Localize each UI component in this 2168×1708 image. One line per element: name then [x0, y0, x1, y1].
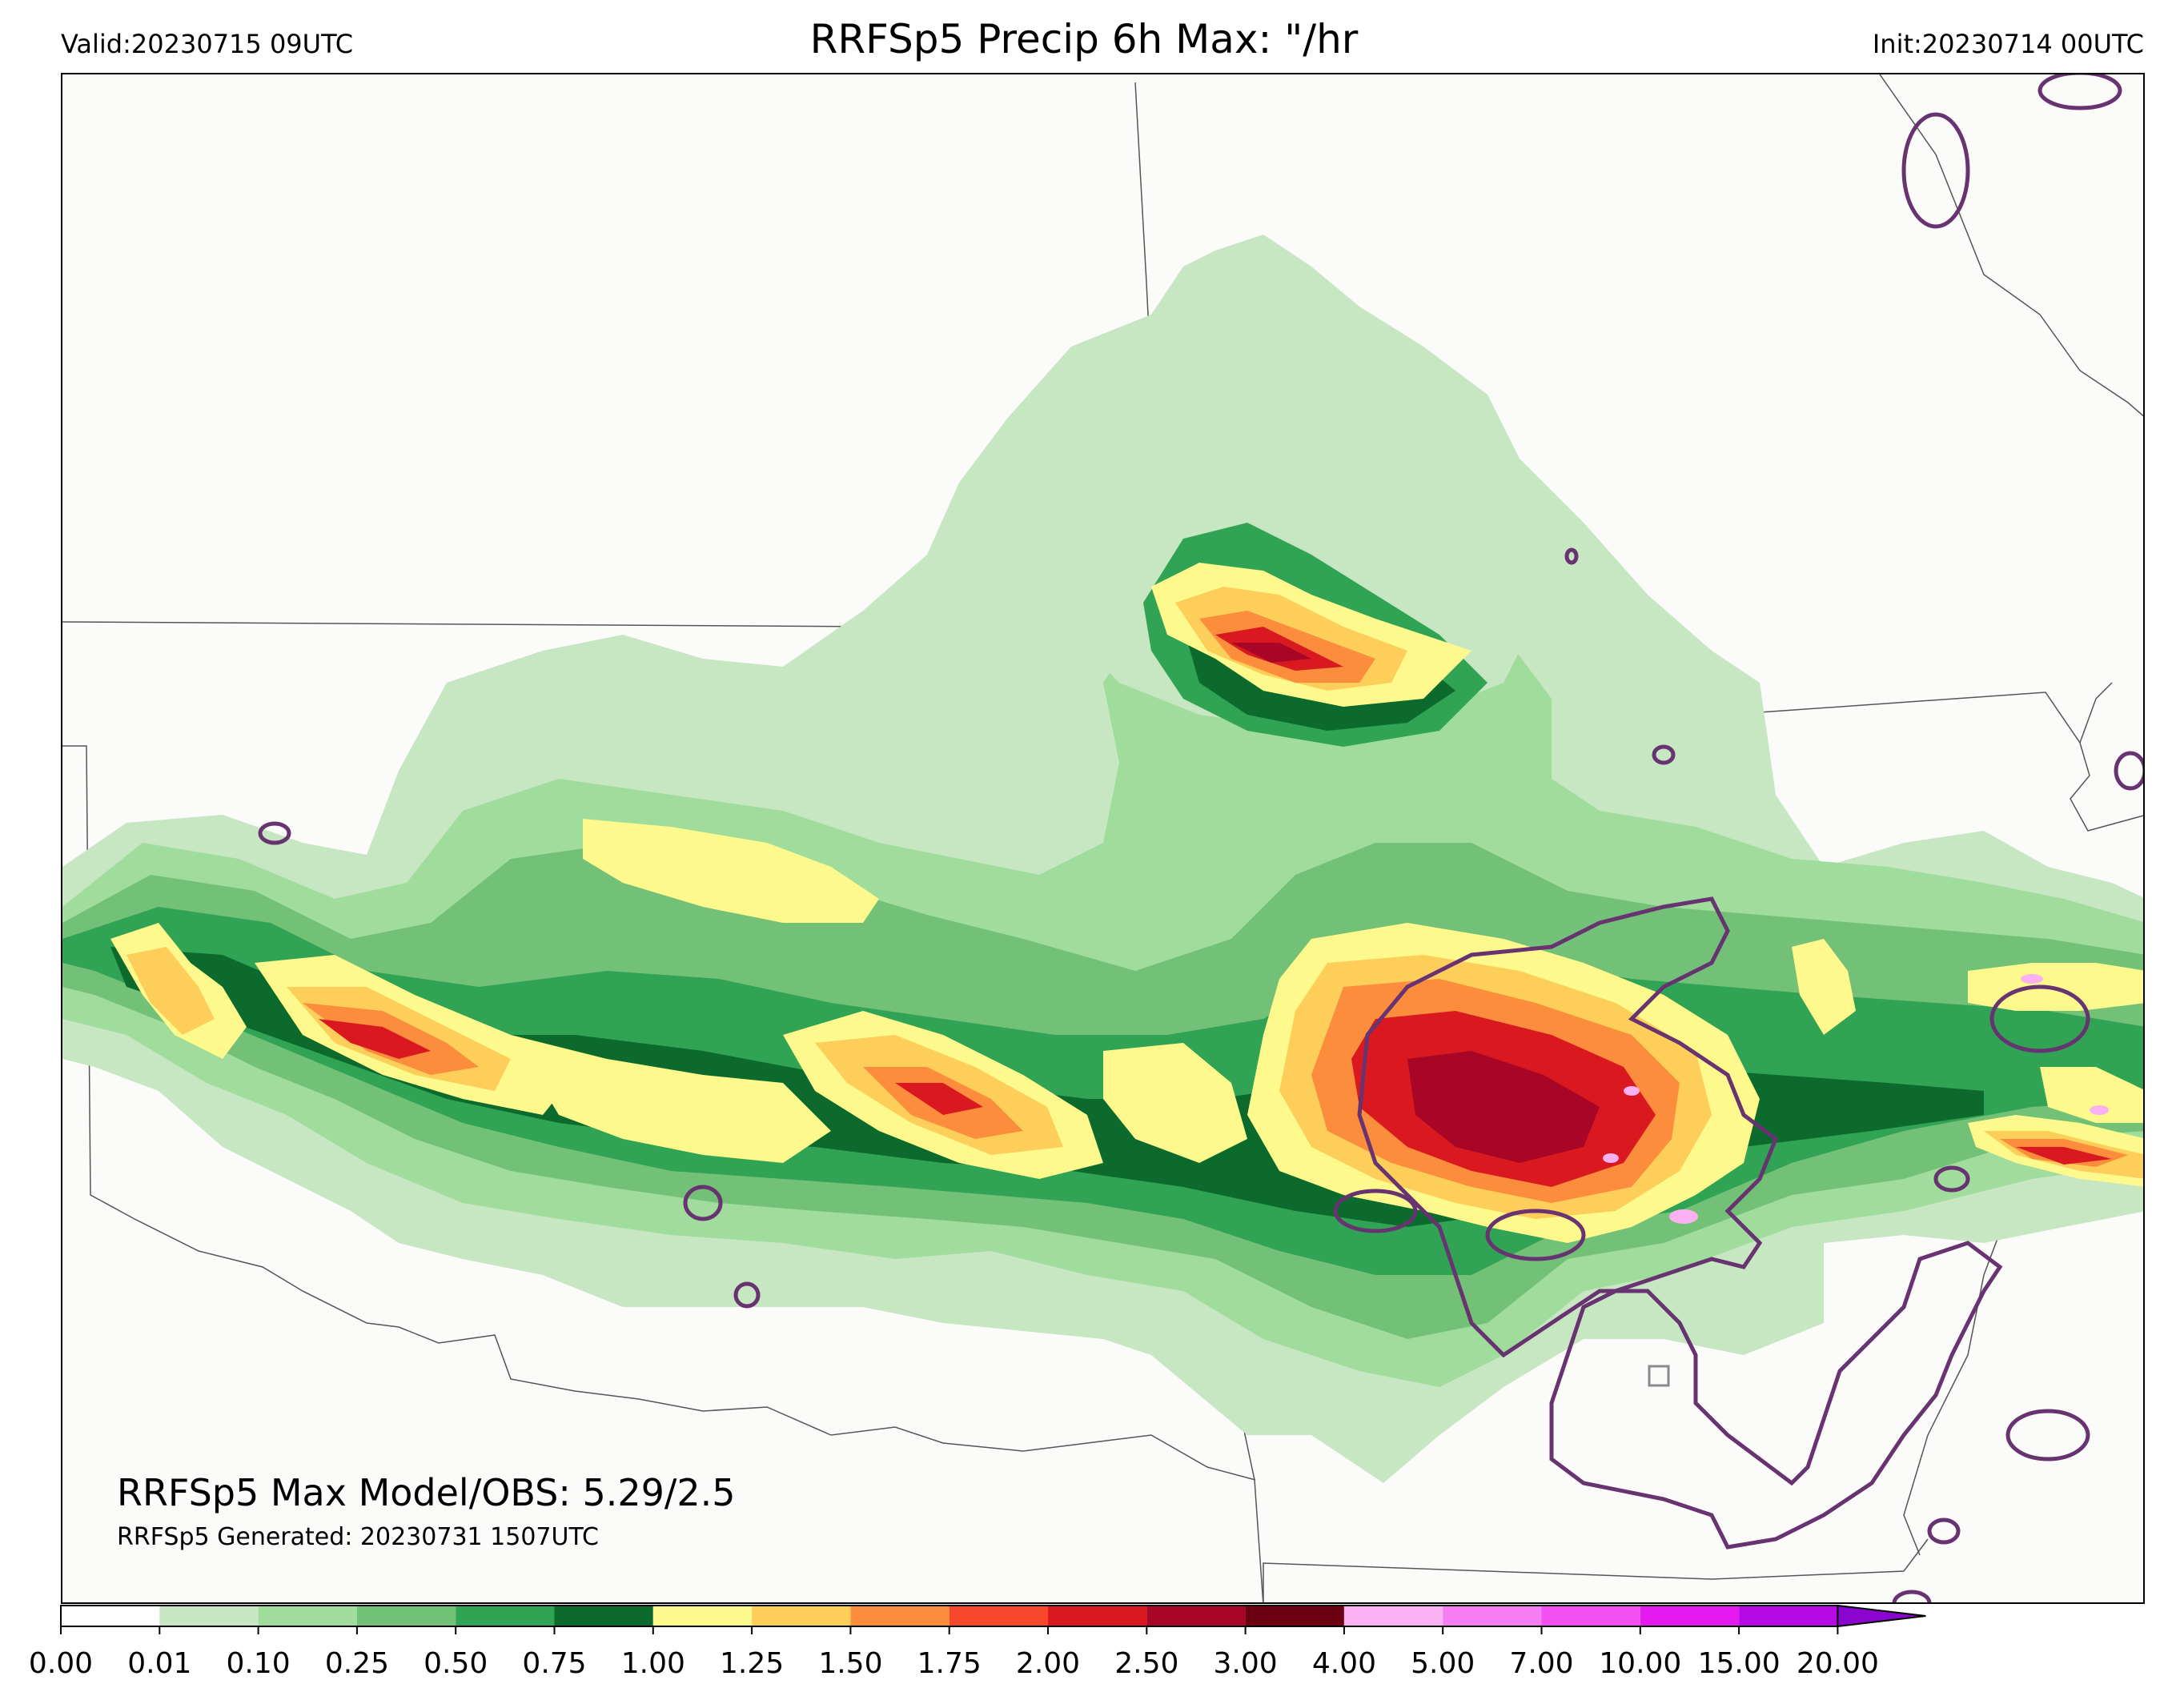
- colorbar-tick-label: 3.00: [1214, 1647, 1278, 1680]
- colorbar-tick-label: 1.50: [818, 1647, 882, 1680]
- precip-map: [61, 73, 2145, 1604]
- colorbar-bin: [554, 1606, 653, 1626]
- colorbar-tick-label: 10.00: [1599, 1647, 1681, 1680]
- colorbar-tick-label: 2.50: [1114, 1647, 1178, 1680]
- colorbar-tick-label: 0.10: [227, 1647, 291, 1680]
- colorbar-tick-label: 0.01: [127, 1647, 191, 1680]
- colorbar-bin: [1343, 1606, 1443, 1626]
- colorbar-bin: [456, 1606, 555, 1626]
- heavy-precip-cores: [110, 563, 2143, 1243]
- colorbar-tick-label: 5.00: [1411, 1647, 1475, 1680]
- colorbar-tick-label: 1.75: [917, 1647, 982, 1680]
- colorbar-tick-label: 4.00: [1312, 1647, 1376, 1680]
- colorbar-bin: [258, 1606, 357, 1626]
- colorbar-bin: [1640, 1606, 1740, 1626]
- map-canvas: [62, 74, 2143, 1602]
- colorbar-bin: [1739, 1606, 1838, 1626]
- max-model-obs-label: RRFSp5 Max Model/OBS: 5.29/2.5: [117, 1471, 736, 1514]
- colorbar-bin: [159, 1606, 259, 1626]
- colorbar-bin: [1541, 1606, 1640, 1626]
- colorbar-bin: [949, 1606, 1048, 1626]
- colorbar-bin: [850, 1606, 950, 1626]
- colorbar-bin: [1146, 1606, 1246, 1626]
- generated-time-label: RRFSp5 Generated: 20230731 1507UTC: [117, 1523, 599, 1551]
- colorbar-tick-label: 0.50: [424, 1647, 488, 1680]
- valid-time-label: Valid:20230715 09UTC: [61, 29, 354, 59]
- colorbar-tick-label: 0.25: [325, 1647, 389, 1680]
- colorbar-bin: [652, 1606, 753, 1626]
- chart-title: RRFSp5 Precip 6h Max: "/hr: [809, 16, 1359, 62]
- colorbar-tick-label: 15.00: [1698, 1647, 1781, 1680]
- obs-site-marker: [1648, 1365, 1670, 1387]
- colorbar-tick-label: 1.00: [621, 1647, 685, 1680]
- colorbar-bin: [61, 1606, 160, 1626]
- colorbar-bin: [356, 1606, 456, 1626]
- init-time-label: Init:20230714 00UTC: [1872, 29, 2144, 59]
- colorbar-tick-label: 2.00: [1016, 1647, 1080, 1680]
- colorbar-tick-label: 7.00: [1509, 1647, 1573, 1680]
- colorbar: 0.00 0.01 0.10 0.25 0.50 0.75 1.00 1.25 1.50 1.75…: [29, 1604, 1926, 1680]
- colorbar-tick-label: 20.00: [1797, 1647, 1879, 1680]
- colorbar-tick-label: 0.75: [522, 1647, 586, 1680]
- colorbar-bin: [1245, 1606, 1344, 1626]
- colorbar-bin: [1048, 1606, 1147, 1626]
- colorbar-extend-arrow: [1837, 1604, 1926, 1628]
- obs-contours: [258, 74, 2143, 1602]
- precip-shading: [62, 235, 2143, 1483]
- colorbar-tick-label: 0.00: [29, 1647, 93, 1680]
- colorbar-bin: [752, 1606, 851, 1626]
- colorbar-tick-label: 1.25: [720, 1647, 784, 1680]
- colorbar-bin: [1443, 1606, 1542, 1626]
